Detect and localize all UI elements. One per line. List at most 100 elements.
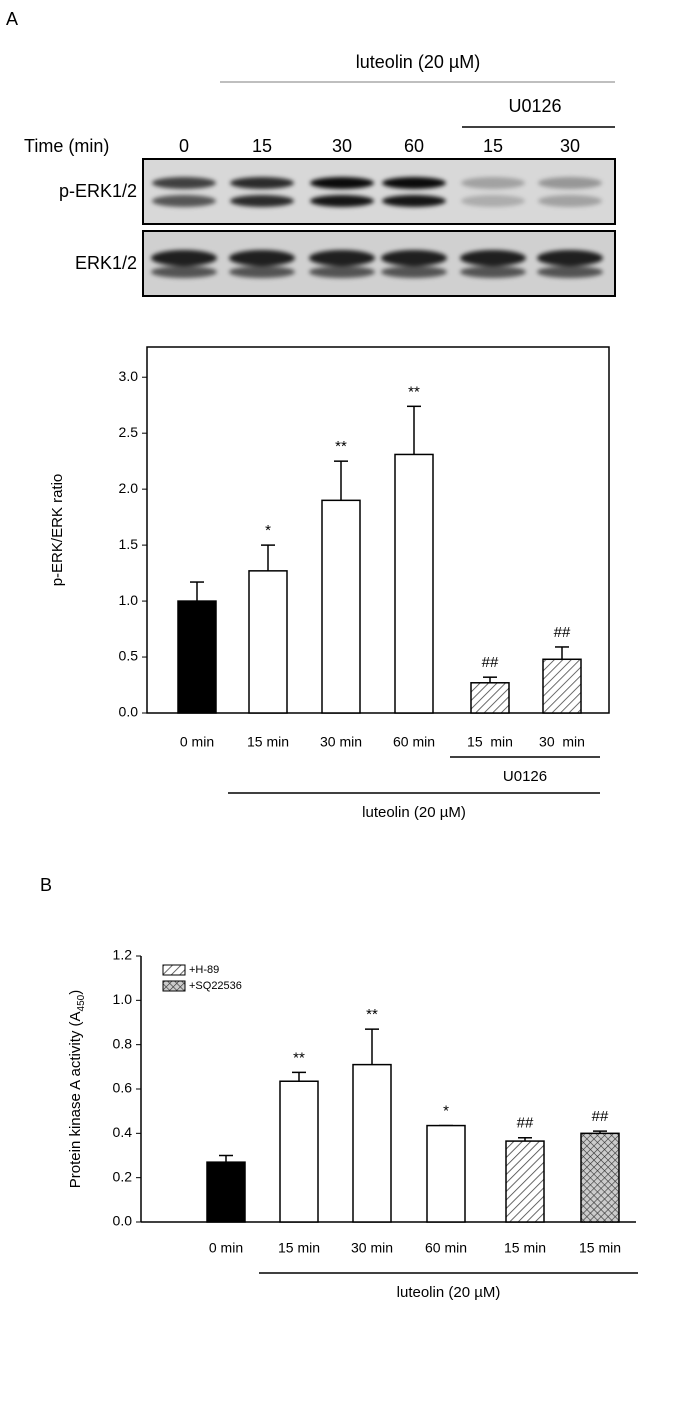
row-label: p-ERK1/2 (59, 181, 137, 201)
bar (321, 499, 361, 714)
treatment-label: luteolin (20 µM) (356, 52, 480, 72)
band (538, 195, 602, 207)
group-label: luteolin (20 µM) (397, 1284, 501, 1301)
y-tick-label: 2.0 (119, 480, 139, 496)
x-tick-label: 60 min (425, 1240, 467, 1256)
band (382, 195, 446, 207)
band (382, 177, 446, 189)
band (229, 266, 295, 278)
y-tick-label: 3.0 (119, 368, 139, 384)
band (381, 250, 447, 266)
y-axis-label: p-ERK/ERK ratio (49, 474, 66, 587)
bar (394, 453, 434, 714)
lane-label: 0 (179, 136, 189, 156)
band (310, 177, 374, 189)
y-axis-label-part: 450 (76, 994, 87, 1011)
bar (470, 682, 510, 714)
plot-frame (146, 346, 610, 714)
band (230, 195, 294, 207)
panel-label: B (40, 875, 52, 895)
bar (580, 1132, 620, 1223)
band (230, 177, 294, 189)
x-tick-label: 30 min (320, 734, 362, 750)
significance-label: ** (335, 438, 347, 455)
legend-label: +SQ22536 (189, 980, 242, 992)
significance-label: ## (592, 1108, 609, 1125)
significance-label: * (443, 1103, 449, 1120)
band (461, 177, 525, 189)
x-tick-label: 30 min (539, 734, 585, 750)
band (229, 250, 295, 266)
panel-label: A (6, 9, 18, 29)
blot-panel (142, 158, 616, 225)
bar (248, 570, 288, 714)
bar (177, 600, 217, 714)
lane-label: 30 (332, 136, 352, 156)
y-axis-label: Protein kinase A activity (A450) (67, 990, 87, 1188)
x-tick-label: 0 min (180, 734, 214, 750)
y-tick-label: 0.0 (119, 704, 139, 720)
y-tick-label: 0.8 (113, 1035, 133, 1051)
y-axis-label-part: Protein kinase A activity (A (67, 1011, 84, 1188)
significance-label: ## (517, 1115, 534, 1132)
group-label: luteolin (20 µM) (362, 804, 466, 821)
blot-panel (142, 230, 616, 297)
significance-label: * (265, 522, 271, 539)
band (461, 195, 525, 207)
y-tick-label: 0.0 (113, 1213, 133, 1229)
lane-label: 30 (560, 136, 580, 156)
significance-label: ## (554, 624, 571, 641)
band (309, 250, 375, 266)
bar (426, 1124, 466, 1223)
significance-label: ## (482, 654, 499, 671)
bar (505, 1140, 545, 1223)
x-tick-label: 15 min (579, 1240, 621, 1256)
y-tick-label: 0.5 (119, 648, 139, 664)
x-tick-label: 60 min (393, 734, 435, 750)
inhibitor-label: U0126 (508, 96, 561, 116)
row-label: ERK1/2 (75, 253, 137, 273)
x-tick-label: 15 min (504, 1240, 546, 1256)
y-tick-label: 0.2 (113, 1168, 133, 1184)
time-label: Time (min) (24, 136, 109, 156)
band (152, 195, 216, 207)
significance-label: ** (408, 383, 420, 400)
y-tick-label: 1.0 (119, 592, 139, 608)
band (152, 177, 216, 189)
lane-label: 15 (483, 136, 503, 156)
bar (352, 1063, 392, 1223)
bands (151, 177, 603, 278)
band (538, 177, 602, 189)
band (537, 250, 603, 266)
band (151, 266, 217, 278)
lane-label: 15 (252, 136, 272, 156)
lane-label: 60 (404, 136, 424, 156)
x-tick-label: 30 min (351, 1240, 393, 1256)
y-tick-label: 1.2 (113, 947, 133, 963)
band (310, 195, 374, 207)
y-tick-label: 2.5 (119, 424, 139, 440)
band (537, 266, 603, 278)
bar (206, 1161, 246, 1223)
band (460, 250, 526, 266)
band (309, 266, 375, 278)
legend-label: +H-89 (189, 964, 219, 976)
legend-swatch (162, 980, 186, 992)
y-axis-label-part: ) (67, 990, 84, 995)
significance-label: ** (293, 1049, 305, 1066)
y-tick-label: 0.4 (113, 1124, 133, 1140)
bar (542, 658, 582, 714)
significance-label: ** (366, 1006, 378, 1023)
bar (279, 1080, 319, 1223)
group-label: U0126 (503, 768, 547, 785)
y-tick-label: 1.0 (113, 991, 133, 1007)
band (151, 250, 217, 266)
x-tick-label: 15 min (467, 734, 513, 750)
x-tick-label: 15 min (247, 734, 289, 750)
x-tick-label: 15 min (278, 1240, 320, 1256)
y-tick-label: 1.5 (119, 536, 139, 552)
band (460, 266, 526, 278)
legend-swatch (162, 964, 186, 976)
x-tick-label: 0 min (209, 1240, 243, 1256)
